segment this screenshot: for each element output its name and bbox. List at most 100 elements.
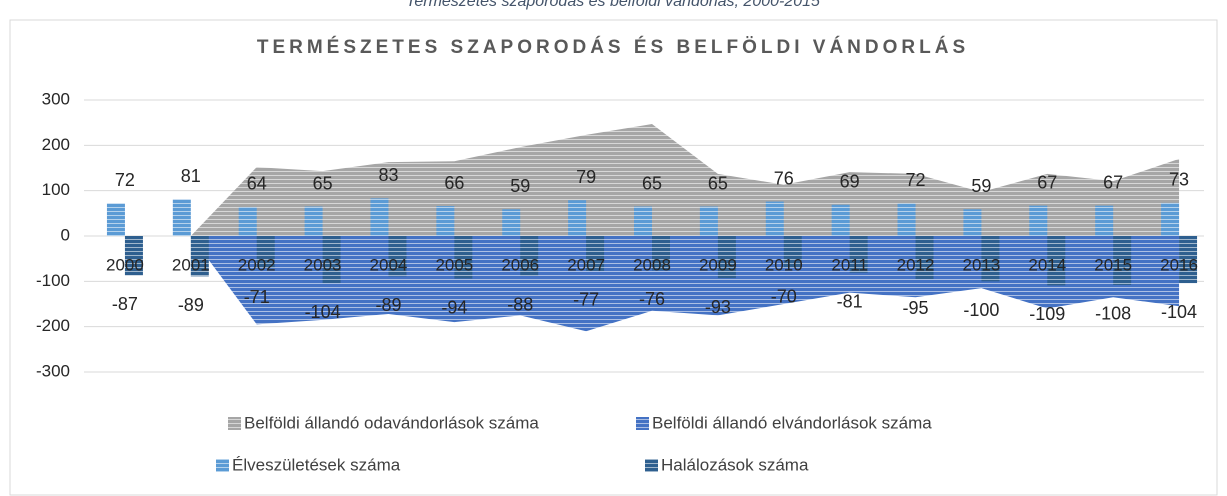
x-tick-label: 2002: [238, 255, 276, 274]
x-tick-label: 2016: [1160, 255, 1198, 274]
bar: [1161, 202, 1180, 236]
chart-title: TERMÉSZETES SZAPORODÁS ÉS BELFÖLDI VÁNDO…: [257, 36, 969, 58]
y-tick-label: 0: [61, 225, 70, 244]
bar: [568, 200, 587, 236]
data-label: -108: [1095, 304, 1131, 324]
data-label: 73: [1169, 170, 1189, 190]
legend-label: Belföldi állandó odavándorlások száma: [244, 413, 539, 432]
bar: [1047, 236, 1066, 286]
bar: [370, 198, 389, 236]
bar: [765, 201, 784, 236]
x-tick-label: 2008: [633, 255, 671, 274]
x-tick-label: 2006: [501, 255, 539, 274]
bar: [981, 236, 1000, 282]
x-tick-label: 2001: [172, 255, 210, 274]
bar: [963, 209, 982, 236]
x-tick-label: 2012: [897, 255, 935, 274]
bar: [388, 236, 407, 277]
data-label: 83: [378, 165, 398, 185]
data-label: -109: [1029, 304, 1065, 324]
data-label: -94: [441, 297, 467, 317]
bar: [783, 236, 802, 268]
bar: [454, 236, 473, 279]
bar: [190, 236, 209, 277]
bar: [586, 236, 605, 271]
data-label: 65: [642, 173, 662, 193]
x-tick-label: 2007: [567, 255, 605, 274]
legend-label: Belföldi állandó elvándorlások száma: [652, 413, 932, 432]
data-label: -104: [1161, 302, 1197, 322]
bar: [717, 236, 736, 279]
legend-swatch: [228, 417, 241, 430]
data-label: 59: [510, 176, 530, 196]
bar: [1179, 236, 1198, 284]
data-label: 67: [1037, 172, 1057, 192]
bar: [106, 203, 125, 236]
data-label: -88: [507, 295, 533, 315]
x-tick-label: 2015: [1094, 255, 1132, 274]
bar: [897, 203, 916, 236]
bar: [1095, 205, 1114, 236]
bar: [172, 199, 191, 236]
bar: [124, 236, 143, 276]
x-tick-label: 2000: [106, 255, 144, 274]
data-label: -89: [375, 295, 401, 315]
legend-swatch: [636, 417, 649, 430]
legend-label: Élveszületések száma: [232, 455, 401, 474]
y-tick-label: -100: [36, 271, 70, 290]
data-label: 59: [971, 176, 991, 196]
bar: [436, 206, 455, 236]
data-label: 72: [115, 170, 135, 190]
legend-label: Halálozások száma: [661, 455, 809, 474]
legend-swatch: [645, 459, 658, 472]
x-tick-label: 2003: [304, 255, 342, 274]
data-label: 67: [1103, 172, 1123, 192]
legend-swatch: [216, 459, 229, 472]
bar: [322, 236, 341, 284]
data-label: 65: [313, 173, 333, 193]
data-label: 65: [708, 173, 728, 193]
x-tick-label: 2005: [435, 255, 473, 274]
bar: [1029, 205, 1048, 236]
y-tick-label: 100: [42, 180, 70, 199]
data-label: -71: [244, 287, 270, 307]
x-tick-label: 2004: [370, 255, 408, 274]
x-tick-label: 2013: [962, 255, 1000, 274]
y-tick-label: -300: [36, 361, 70, 380]
bar: [502, 209, 521, 236]
data-label: 64: [247, 174, 267, 194]
data-label: -87: [112, 294, 138, 314]
bar: [915, 236, 934, 280]
data-label: 79: [576, 167, 596, 187]
x-tick-label: 2014: [1028, 255, 1066, 274]
bar: [849, 236, 868, 273]
bar: [652, 236, 670, 271]
data-label: -81: [837, 291, 863, 311]
data-label: 69: [840, 171, 860, 191]
data-label: -100: [963, 300, 999, 320]
bar: [831, 204, 850, 236]
y-tick-label: -200: [36, 316, 70, 335]
data-label: -77: [573, 290, 599, 310]
y-tick-label: 300: [42, 89, 70, 108]
data-label: -89: [178, 295, 204, 315]
data-label: 72: [906, 170, 926, 190]
bar: [304, 206, 323, 236]
data-label: 66: [444, 173, 464, 193]
data-label: -104: [305, 302, 341, 322]
bar: [256, 236, 275, 269]
bar: [520, 236, 539, 276]
bar: [1113, 236, 1132, 285]
data-label: 76: [774, 168, 794, 188]
y-tick-label: 200: [42, 135, 70, 154]
bar: [699, 206, 718, 236]
bar: [238, 206, 257, 236]
data-label: -93: [705, 297, 731, 317]
x-tick-label: 2009: [699, 255, 737, 274]
data-label: -95: [903, 298, 929, 318]
x-tick-label: 2011: [831, 255, 868, 274]
bar: [634, 206, 652, 236]
data-label: -70: [771, 286, 797, 306]
data-label: 81: [181, 166, 201, 186]
